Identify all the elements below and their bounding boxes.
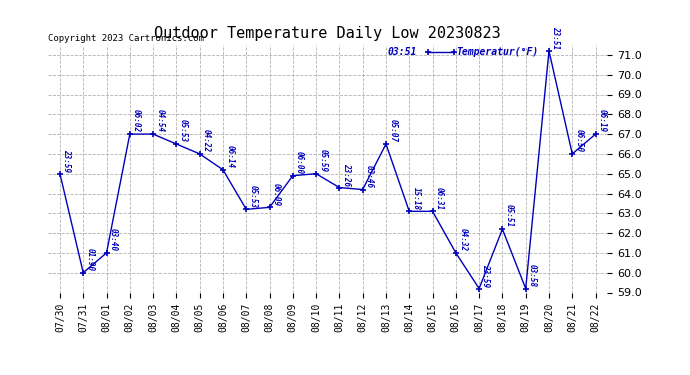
Text: 05:59: 05:59 [319,149,328,172]
Text: 05:53: 05:53 [248,184,257,208]
Text: 15:18: 15:18 [411,187,421,210]
Text: 06:50: 06:50 [575,129,584,152]
Text: 06:09: 06:09 [272,183,281,206]
Text: 04:32: 04:32 [458,228,467,251]
Text: 23:59: 23:59 [482,264,491,287]
Text: 04:54: 04:54 [155,110,164,132]
Text: 03:40: 03:40 [109,228,118,251]
Text: 06:00: 06:00 [295,151,304,174]
Text: 06:02: 06:02 [132,110,141,132]
Text: Copyright 2023 Cartronics.com: Copyright 2023 Cartronics.com [48,33,204,42]
Text: 05:51: 05:51 [505,204,514,228]
Text: 23:51: 23:51 [551,26,560,50]
Text: 06:31: 06:31 [435,187,444,210]
Text: 23:26: 23:26 [342,163,351,186]
Title: Outdoor Temperature Daily Low 20230823: Outdoor Temperature Daily Low 20230823 [155,26,501,41]
Text: 05:53: 05:53 [179,119,188,142]
Text: 05:07: 05:07 [388,119,397,142]
Text: Temperatur(°F): Temperatur(°F) [456,47,539,57]
Text: 01:90: 01:90 [86,248,95,271]
Text: 03:58: 03:58 [528,264,537,287]
Text: 06:14: 06:14 [226,145,235,168]
Text: 06:19: 06:19 [598,110,607,132]
Text: 04:22: 04:22 [202,129,211,152]
Text: 23:59: 23:59 [62,149,71,172]
Text: 03:46: 03:46 [365,165,374,188]
Text: 03:51: 03:51 [388,47,417,57]
